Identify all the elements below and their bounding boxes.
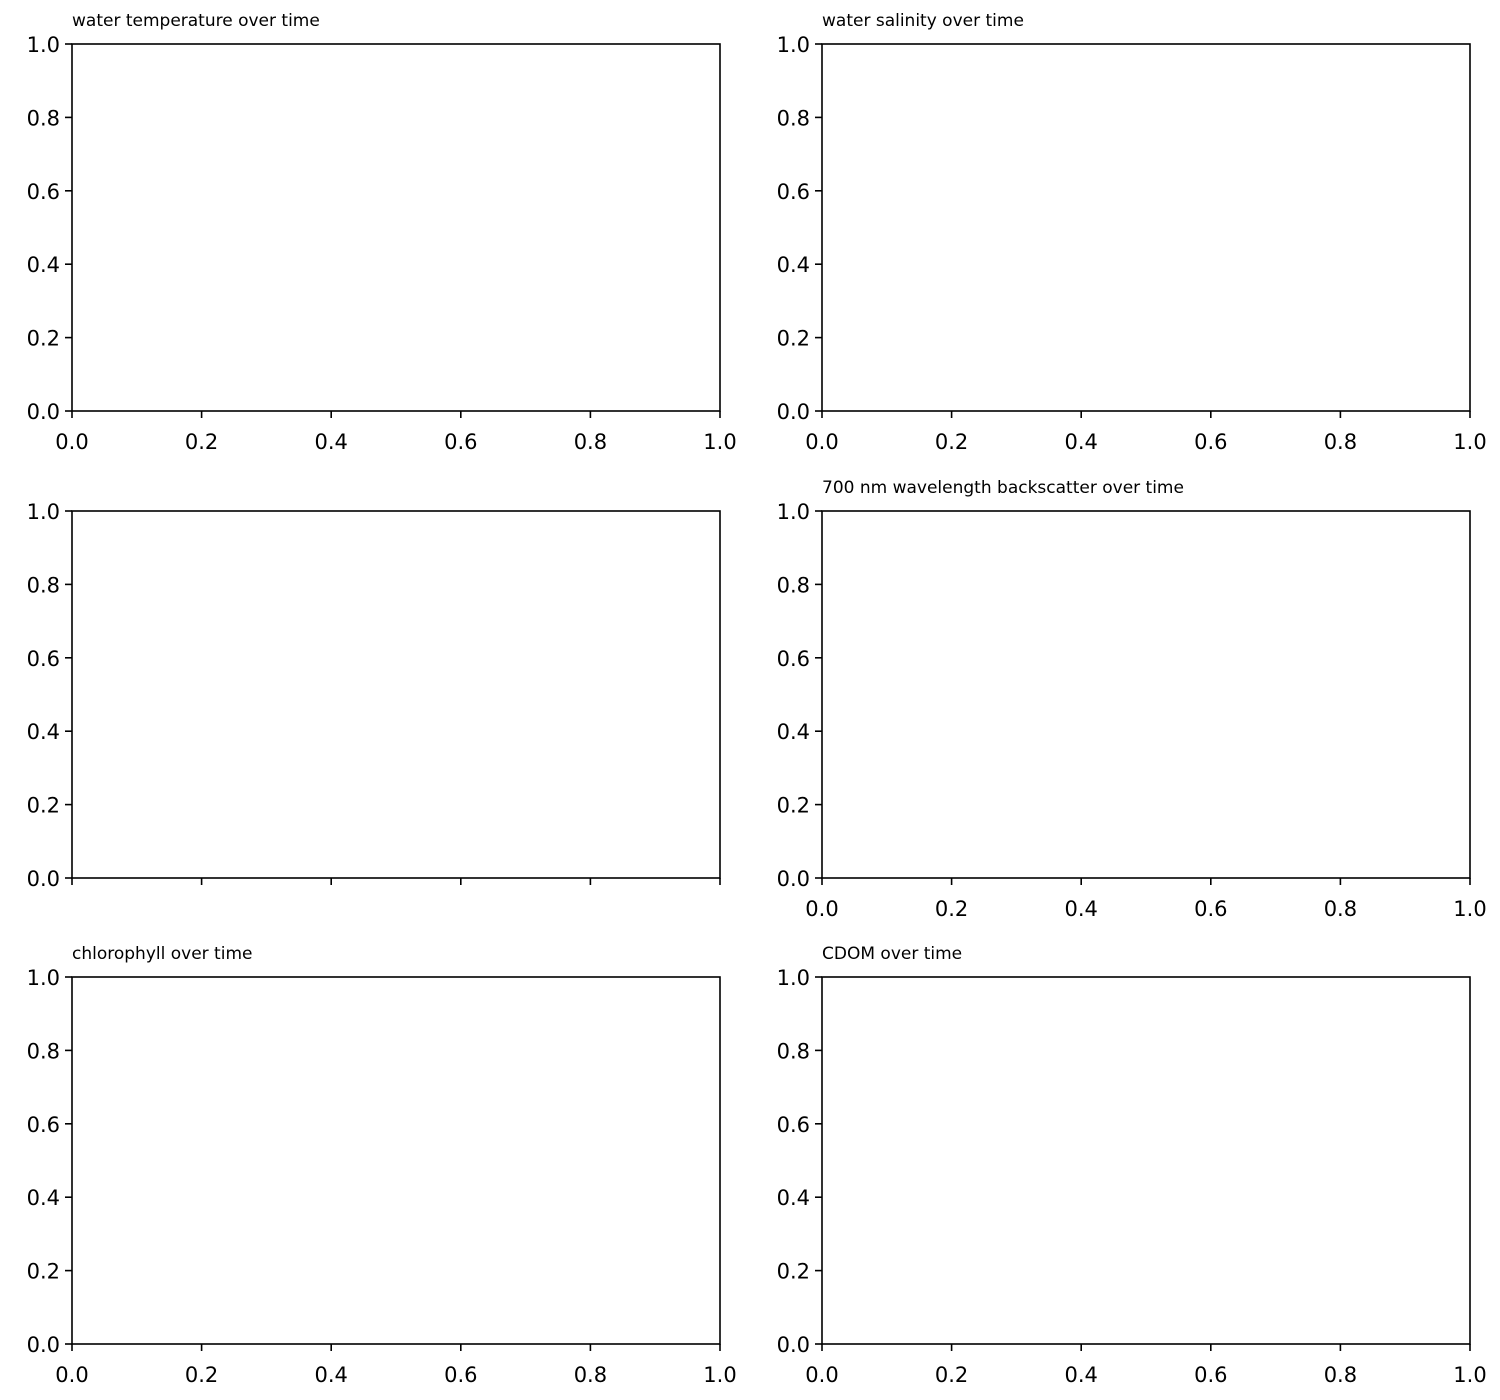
y-tick-label: 1.0 <box>27 966 60 990</box>
y-tick-label: 1.0 <box>777 966 810 990</box>
subplot-title: chlorophyll over time <box>72 944 252 964</box>
y-tick-label: 0.6 <box>777 180 810 204</box>
y-tick-label: 1.0 <box>27 33 60 57</box>
y-tick-label: 0.0 <box>27 400 60 424</box>
y-tick-label: 0.8 <box>27 573 60 597</box>
x-tick-label: 0.8 <box>1324 1363 1357 1387</box>
subplot-title: 700 nm wavelength backscatter over time <box>822 478 1184 498</box>
y-tick-label: 0.4 <box>777 720 810 744</box>
axes-frame <box>821 43 1471 412</box>
y-tick-label: 0.4 <box>777 253 810 277</box>
x-tick-label: 0.0 <box>805 897 838 921</box>
y-tick-label: 0.2 <box>777 794 810 818</box>
y-tick-label: 0.6 <box>27 1113 60 1137</box>
x-tick-label: 0.0 <box>55 430 88 454</box>
y-tick-label: 1.0 <box>777 500 810 524</box>
y-tick-label: 0.8 <box>27 106 60 130</box>
y-tick-label: 0.2 <box>777 1260 810 1284</box>
x-tick-label: 0.6 <box>1194 1363 1227 1387</box>
y-tick-label: 0.0 <box>27 1333 60 1357</box>
x-tick-label: 0.6 <box>444 430 477 454</box>
axes-frame <box>821 510 1471 879</box>
x-tick-label: 0.4 <box>314 430 347 454</box>
subplot-3: 0.0 0.2 0.4 0.6 0.8 1.0 <box>27 500 721 891</box>
x-tick-label: 1.0 <box>703 1363 736 1387</box>
y-tick-label: 0.6 <box>777 647 810 671</box>
subplot-title: water temperature over time <box>72 11 320 31</box>
y-tick-label: 0.2 <box>27 1260 60 1284</box>
x-tick-label: 0.0 <box>805 430 838 454</box>
y-tick-label: 0.0 <box>777 1333 810 1357</box>
x-tick-label: 0.2 <box>935 1363 968 1387</box>
subplot-title: CDOM over time <box>822 944 962 964</box>
x-tick-label: 0.2 <box>185 430 218 454</box>
y-tick-label: 0.0 <box>27 867 60 891</box>
subplot-5: chlorophyll over time 0.0 0.2 0.4 0.6 0.8 1.0 0… <box>27 944 737 1387</box>
x-tick-label: 0.6 <box>1194 430 1227 454</box>
x-tick-label: 0.4 <box>1064 1363 1097 1387</box>
y-tick-label: 0.6 <box>777 1113 810 1137</box>
y-tick-label: 0.6 <box>27 180 60 204</box>
x-tick-label: 0.4 <box>1064 430 1097 454</box>
x-tick-label: 0.6 <box>1194 897 1227 921</box>
x-tick-label: 0.4 <box>1064 897 1097 921</box>
axes-frame <box>71 43 721 412</box>
y-tick-label: 0.2 <box>27 794 60 818</box>
x-tick-label: 0.2 <box>935 430 968 454</box>
y-tick-label: 0.4 <box>27 253 60 277</box>
y-tick-label: 1.0 <box>777 33 810 57</box>
y-tick-label: 0.8 <box>777 1039 810 1063</box>
x-tick-label: 0.2 <box>935 897 968 921</box>
x-tick-label: 0.6 <box>444 1363 477 1387</box>
x-tick-label: 1.0 <box>703 430 736 454</box>
subplot-title: water salinity over time <box>822 11 1024 31</box>
y-tick-label: 0.4 <box>27 1186 60 1210</box>
axes-frame <box>71 510 721 879</box>
y-tick-label: 1.0 <box>27 500 60 524</box>
axes-frame <box>821 976 1471 1345</box>
y-tick-label: 0.4 <box>27 720 60 744</box>
y-tick-label: 0.8 <box>777 106 810 130</box>
x-tick-label: 0.4 <box>314 1363 347 1387</box>
subplot-6: CDOM over time 0.0 0.2 0.4 0.6 0.8 1.0 0.0 0.2 0.… <box>777 944 1487 1387</box>
axes-frame <box>71 976 721 1345</box>
y-tick-label: 0.2 <box>27 327 60 351</box>
y-tick-label: 0.8 <box>27 1039 60 1063</box>
x-tick-label: 0.8 <box>1324 897 1357 921</box>
x-tick-label: 0.0 <box>55 1363 88 1387</box>
y-tick-label: 0.6 <box>27 647 60 671</box>
subplot-1: water temperature over time 0.0 0.2 0.4 0.6 0… <box>27 11 737 454</box>
y-tick-label: 0.0 <box>777 400 810 424</box>
y-tick-label: 0.4 <box>777 1186 810 1210</box>
x-tick-label: 1.0 <box>1453 1363 1486 1387</box>
y-tick-label: 0.2 <box>777 327 810 351</box>
y-tick-label: 0.8 <box>777 573 810 597</box>
subplot-2: water salinity over time 0.0 0.2 0.4 0.6 0.8 1… <box>777 11 1487 454</box>
x-tick-label: 0.2 <box>185 1363 218 1387</box>
x-tick-label: 0.0 <box>805 1363 838 1387</box>
x-tick-label: 0.8 <box>574 430 607 454</box>
x-tick-label: 1.0 <box>1453 430 1486 454</box>
subplot-4: 700 nm wavelength backscatter over time 0… <box>777 478 1487 921</box>
y-tick-label: 0.0 <box>777 867 810 891</box>
x-tick-label: 0.8 <box>1324 430 1357 454</box>
x-tick-label: 0.8 <box>574 1363 607 1387</box>
x-tick-label: 1.0 <box>1453 897 1486 921</box>
